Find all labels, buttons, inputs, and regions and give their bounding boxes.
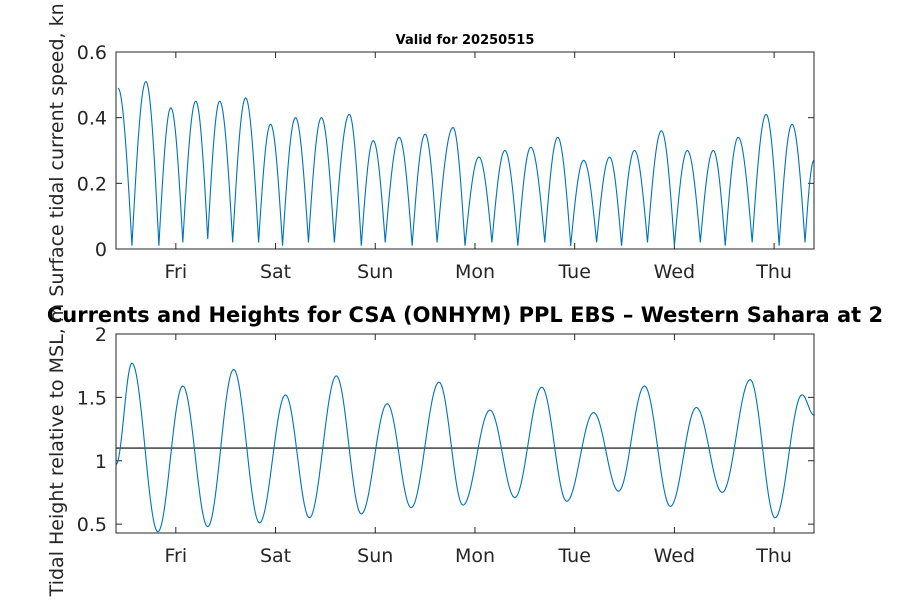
height-y-axis-label: Tidal Height relative to MSL, m <box>46 304 68 598</box>
height-x-tick-label: Mon <box>455 545 495 567</box>
height-y-tick-label: 2 <box>95 324 107 346</box>
height-x-tick-label: Fri <box>165 545 188 567</box>
current-x-tick-label: Mon <box>455 261 495 283</box>
current-y-tick-label: 0.6 <box>77 42 107 64</box>
height-y-tick-label: 1 <box>95 451 107 473</box>
current-y-tick-label: 0 <box>95 239 107 261</box>
height-x-axis: Fri Sat Sun Mon Tue Wed Thu <box>165 334 792 567</box>
tidal-height-panel: Currents and Heights for CSA (ONHYM) PPL… <box>46 303 883 597</box>
current-x-tick-label: Tue <box>557 261 590 283</box>
current-x-axis: Fri Sat Sun Mon Tue Wed Thu <box>165 52 792 283</box>
height-x-tick-label: Tue <box>557 545 590 567</box>
height-chart-title: Currents and Heights for CSA (ONHYM) PPL… <box>47 303 883 327</box>
height-x-tick-label: Sat <box>260 545 291 567</box>
height-y-axis: 0.5 1 1.5 2 <box>77 324 814 536</box>
current-y-axis-label: Surface tidal current speed, kn <box>46 3 68 296</box>
height-x-tick-label: Sun <box>357 545 393 567</box>
current-y-tick-label: 0.4 <box>77 108 107 130</box>
current-x-tick-label: Wed <box>654 261 695 283</box>
current-axes-box <box>115 51 815 250</box>
height-x-tick-label: Thu <box>755 545 792 567</box>
tidal-height-series <box>115 362 815 533</box>
current-x-tick-label: Sun <box>357 261 393 283</box>
current-speed-series <box>117 80 815 246</box>
current-y-axis: 0 0.2 0.4 0.6 <box>77 42 814 261</box>
current-x-tick-label: Fri <box>165 261 188 283</box>
current-x-tick-label: Sat <box>260 261 291 283</box>
current-y-tick-label: 0.2 <box>77 173 107 195</box>
height-axes-box <box>115 333 815 534</box>
current-plot-area <box>116 52 814 249</box>
current-x-tick-label: Thu <box>755 261 792 283</box>
height-plot-area <box>116 334 814 533</box>
current-speed-panel: Valid for 20250515 0 0.2 0.4 0.6 Fri Sat Sun M… <box>46 3 815 297</box>
height-y-tick-label: 1.5 <box>77 387 107 409</box>
height-x-tick-label: Wed <box>654 545 695 567</box>
current-chart-title: Valid for 20250515 <box>396 33 535 48</box>
height-y-tick-label: 0.5 <box>77 514 107 536</box>
